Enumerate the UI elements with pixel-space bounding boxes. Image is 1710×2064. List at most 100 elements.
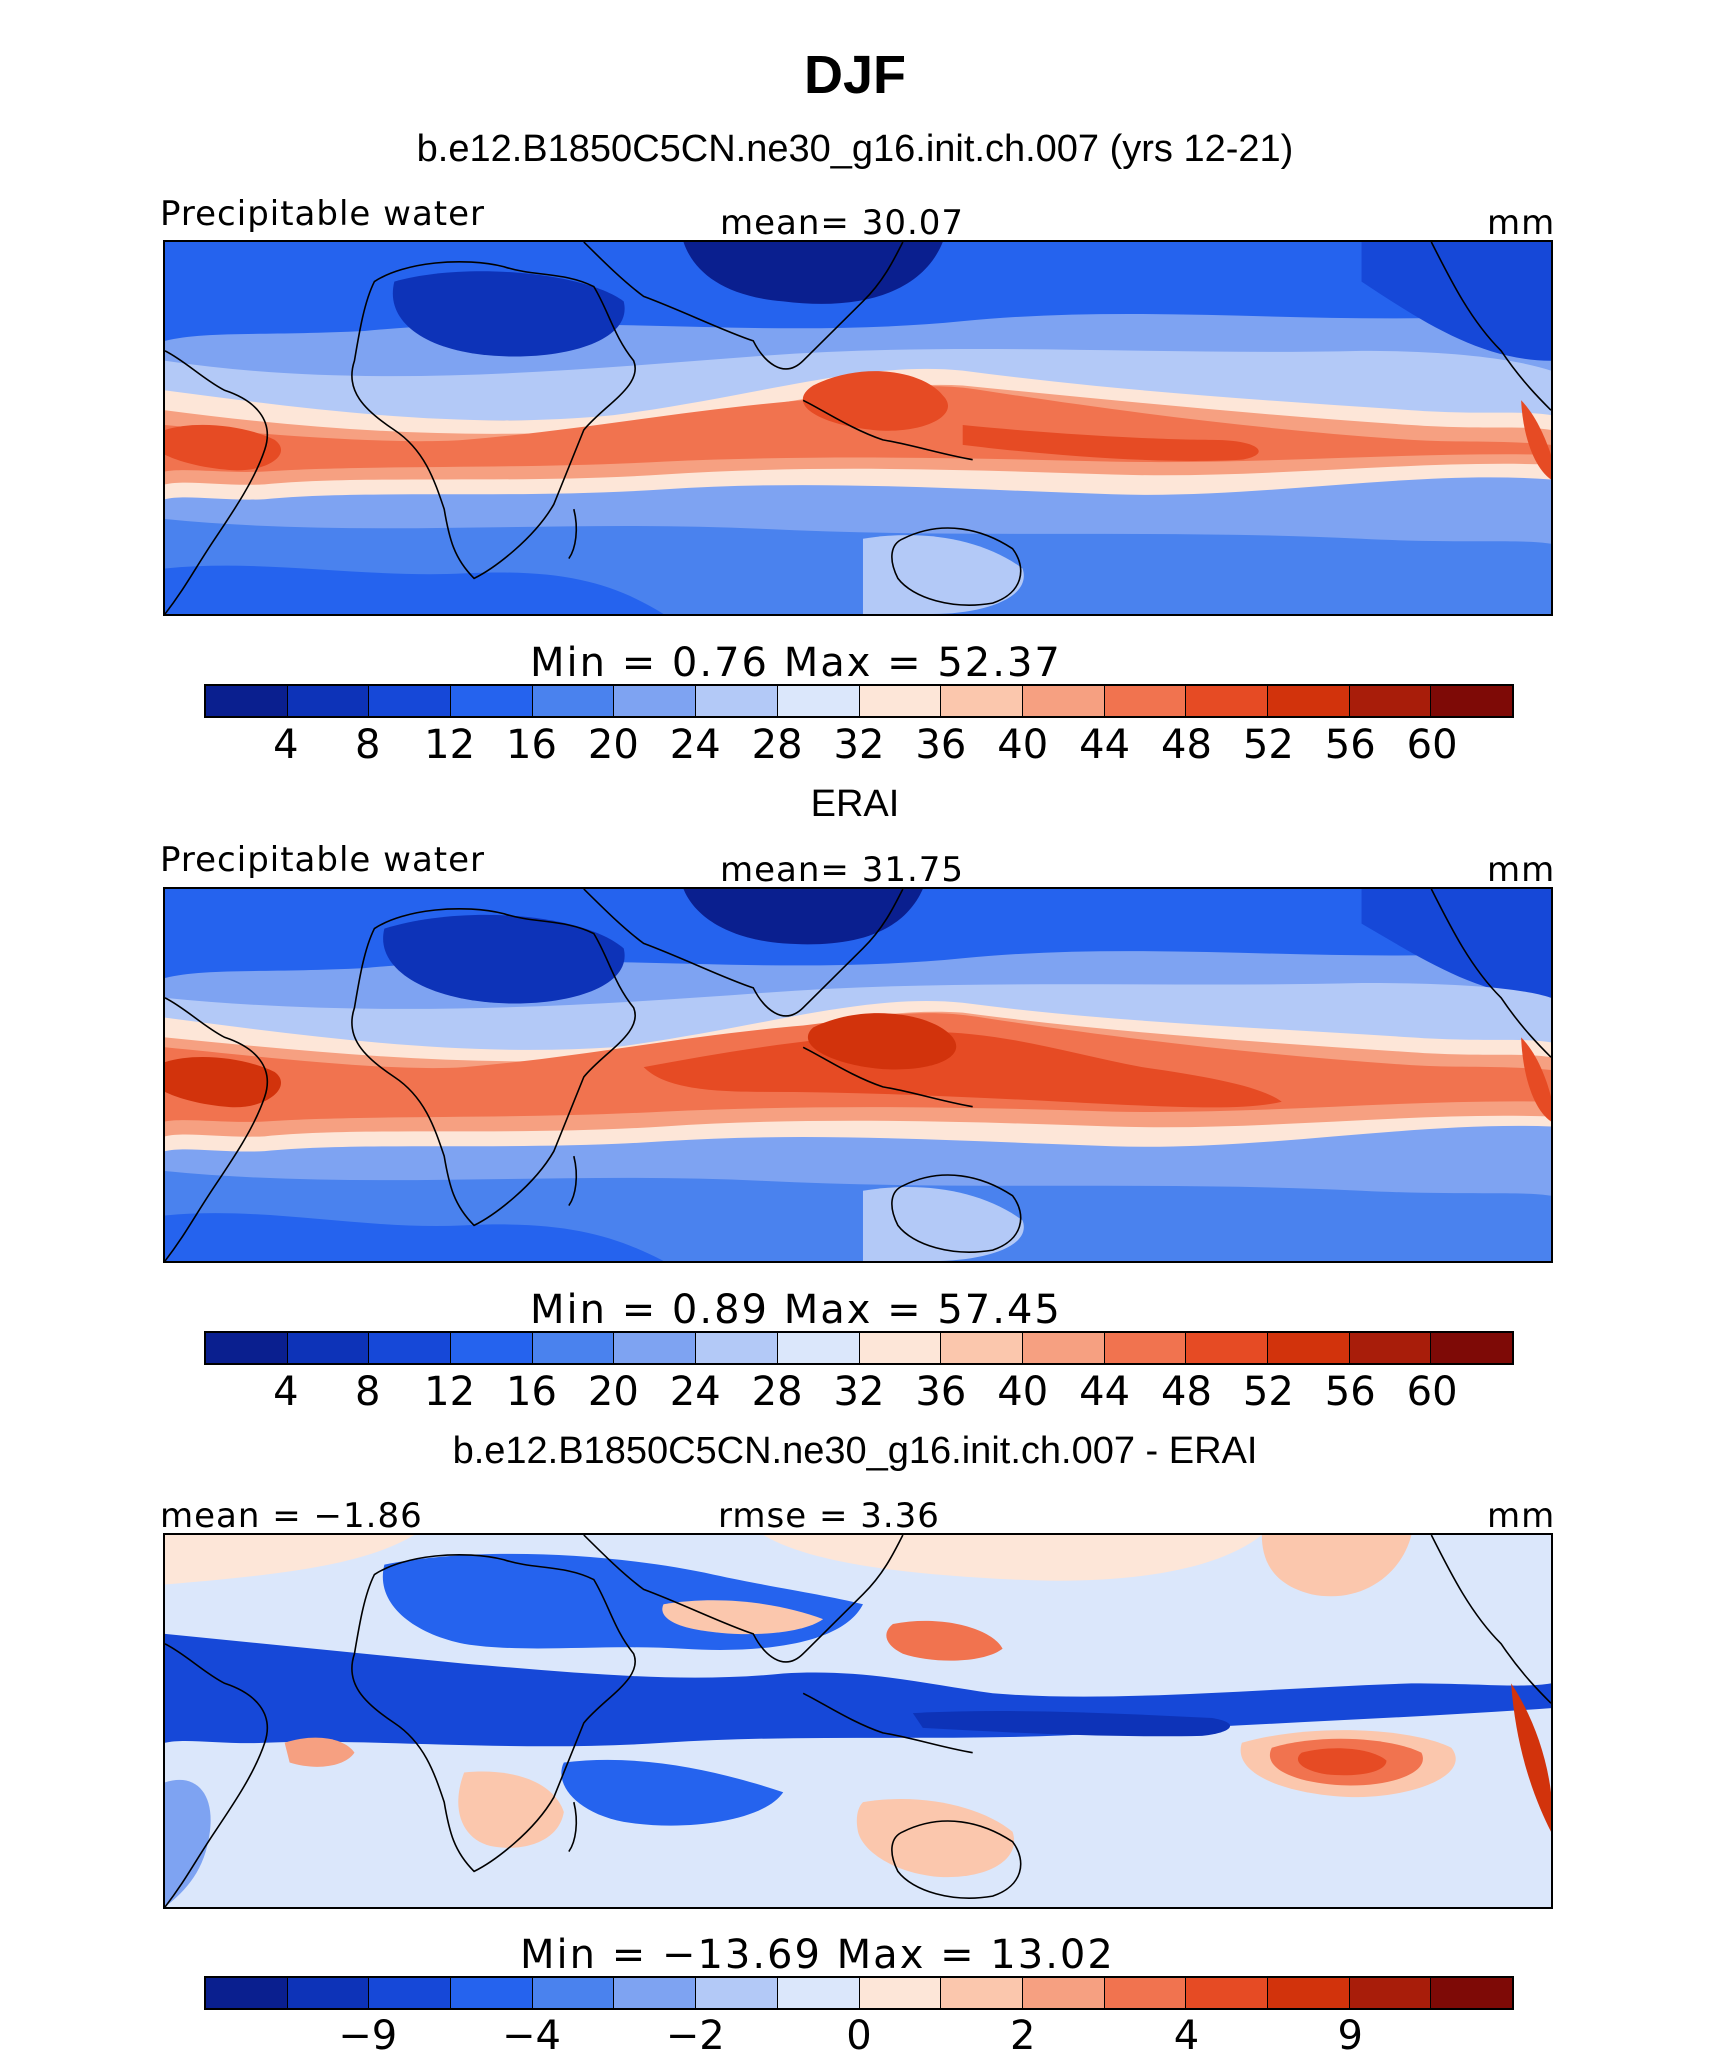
colorbar-tick-label: −2: [665, 2013, 725, 2059]
colorbar-swatch: [1022, 1333, 1105, 1363]
colorbar-tick-label: 52: [1242, 722, 1294, 768]
panel-2-mean-label: mean= 31.75: [720, 850, 965, 890]
colorbar-swatch: [1022, 686, 1105, 716]
colorbar-tick-label: 0: [846, 2013, 872, 2059]
colorbar-swatch: [859, 686, 942, 716]
figure-title: DJF: [803, 45, 906, 105]
colorbar-swatch: [941, 686, 1023, 716]
colorbar-swatch: [369, 1978, 452, 2008]
colorbar-swatch: [532, 1333, 615, 1363]
colorbar-swatch: [1104, 1333, 1187, 1363]
colorbar-swatch: [859, 1978, 942, 2008]
panel-3-minmax: Min = −13.69 Max = 13.02: [520, 1932, 1115, 1978]
colorbar-tick-label: 20: [587, 722, 639, 768]
colorbar-tick-label: 20: [587, 1369, 639, 1415]
colorbar-swatch: [1104, 686, 1187, 716]
colorbar-tick-label: 44: [1079, 722, 1131, 768]
colorbar-swatch: [1022, 1978, 1105, 2008]
colorbar-tick-label: 48: [1161, 722, 1212, 768]
colorbar-swatch: [1431, 1333, 1512, 1363]
colorbar-swatch: [941, 1333, 1023, 1363]
colorbar-tick-label: 9: [1337, 2013, 1363, 2059]
colorbar-swatch: [1104, 1978, 1187, 2008]
colorbar-tick-label: 8: [355, 722, 381, 768]
colorbar-tick-label: 60: [1406, 1369, 1458, 1415]
colorbar-swatch: [1349, 1978, 1432, 2008]
colorbar-swatch: [1349, 1333, 1432, 1363]
colorbar-tick-label: 48: [1161, 1369, 1212, 1415]
colorbar-tick-label: 52: [1242, 1369, 1294, 1415]
colorbar-swatch: [777, 1333, 860, 1363]
colorbar-tick-label: 8: [355, 1369, 381, 1415]
panel-1-mean-label: mean= 30.07: [720, 203, 965, 243]
colorbar-swatch: [532, 686, 615, 716]
colorbar-tick-label: 2: [1010, 2013, 1036, 2059]
colorbar-swatch: [451, 1978, 533, 2008]
colorbar-swatch: [696, 1333, 778, 1363]
colorbar-swatch: [369, 1333, 452, 1363]
colorbar-swatch: [614, 686, 697, 716]
panel-2-colorbar: [204, 1331, 1514, 1365]
colorbar-swatch: [1267, 686, 1350, 716]
panel-2-map: [163, 887, 1553, 1263]
colorbar-tick-label: 12: [424, 722, 476, 768]
colorbar-swatch: [614, 1333, 697, 1363]
colorbar-swatch: [1186, 1978, 1268, 2008]
colorbar-tick-label: 4: [1173, 2013, 1200, 2059]
colorbar-swatch: [206, 686, 288, 716]
colorbar-swatch: [451, 1333, 533, 1363]
colorbar-swatch: [614, 1978, 697, 2008]
colorbar-swatch: [206, 1333, 288, 1363]
colorbar-swatch: [696, 1978, 778, 2008]
colorbar-tick-label: 16: [506, 1369, 557, 1415]
colorbar-swatch: [1431, 686, 1512, 716]
colorbar-swatch: [1267, 1978, 1350, 2008]
panel-1-units-label: mm: [1487, 203, 1556, 243]
panel-2-title: ERAI: [810, 783, 900, 825]
colorbar-tick-label: 4: [273, 1369, 299, 1415]
colorbar-swatch: [1431, 1978, 1512, 2008]
colorbar-tick-label: 12: [424, 1369, 476, 1415]
colorbar-tick-label: 44: [1079, 1369, 1131, 1415]
colorbar-tick-label: 56: [1324, 722, 1376, 768]
colorbar-tick-label: 56: [1324, 1369, 1376, 1415]
colorbar-swatch: [1267, 1333, 1350, 1363]
panel-3-title: b.e12.B1850C5CN.ne30_g16.init.ch.007 - E…: [452, 1430, 1258, 1472]
colorbar-swatch: [1349, 686, 1432, 716]
panel-3-rmse-label: rmse = 3.36: [718, 1496, 940, 1536]
colorbar-swatch: [206, 1978, 288, 2008]
colorbar-swatch: [369, 686, 452, 716]
colorbar-swatch: [1186, 686, 1268, 716]
panel-2-minmax: Min = 0.89 Max = 57.45: [530, 1287, 1062, 1333]
panel-1-minmax: Min = 0.76 Max = 52.37: [530, 640, 1062, 686]
panel-3-map: [163, 1533, 1553, 1909]
colorbar-tick-label: −9: [338, 2013, 398, 2059]
colorbar-tick-label: 36: [915, 722, 967, 768]
colorbar-tick-label: −4: [502, 2013, 561, 2059]
panel-1-contour-field: [165, 242, 1551, 614]
colorbar-swatch: [287, 686, 370, 716]
colorbar-tick-label: 28: [751, 1369, 803, 1415]
panel-2-variable-label: Precipitable water: [160, 840, 486, 880]
colorbar-tick-label: 28: [751, 722, 803, 768]
colorbar-tick-label: 4: [273, 722, 299, 768]
colorbar-swatch: [287, 1978, 370, 2008]
colorbar-tick-label: 32: [833, 1369, 885, 1415]
colorbar-swatch: [287, 1333, 370, 1363]
panel-1-variable-label: Precipitable water: [160, 194, 486, 234]
panel-2-units-label: mm: [1487, 850, 1556, 890]
colorbar-tick-label: 60: [1406, 722, 1458, 768]
colorbar-swatch: [696, 686, 778, 716]
colorbar-tick-label: 40: [997, 1369, 1049, 1415]
colorbar-swatch: [941, 1978, 1023, 2008]
panel-3-units-label: mm: [1487, 1496, 1556, 1536]
panel-3-contour-field: [165, 1535, 1551, 1907]
colorbar-tick-label: 32: [833, 722, 885, 768]
panel-1-title: b.e12.B1850C5CN.ne30_g16.init.ch.007 (yr…: [416, 128, 1294, 170]
colorbar-tick-label: 16: [506, 722, 557, 768]
colorbar-tick-label: 24: [669, 1369, 721, 1415]
panel-3-colorbar: [204, 1976, 1514, 2010]
panel-1-colorbar: [204, 684, 1514, 718]
colorbar-swatch: [1186, 1333, 1268, 1363]
panel-1-map: [163, 240, 1553, 616]
